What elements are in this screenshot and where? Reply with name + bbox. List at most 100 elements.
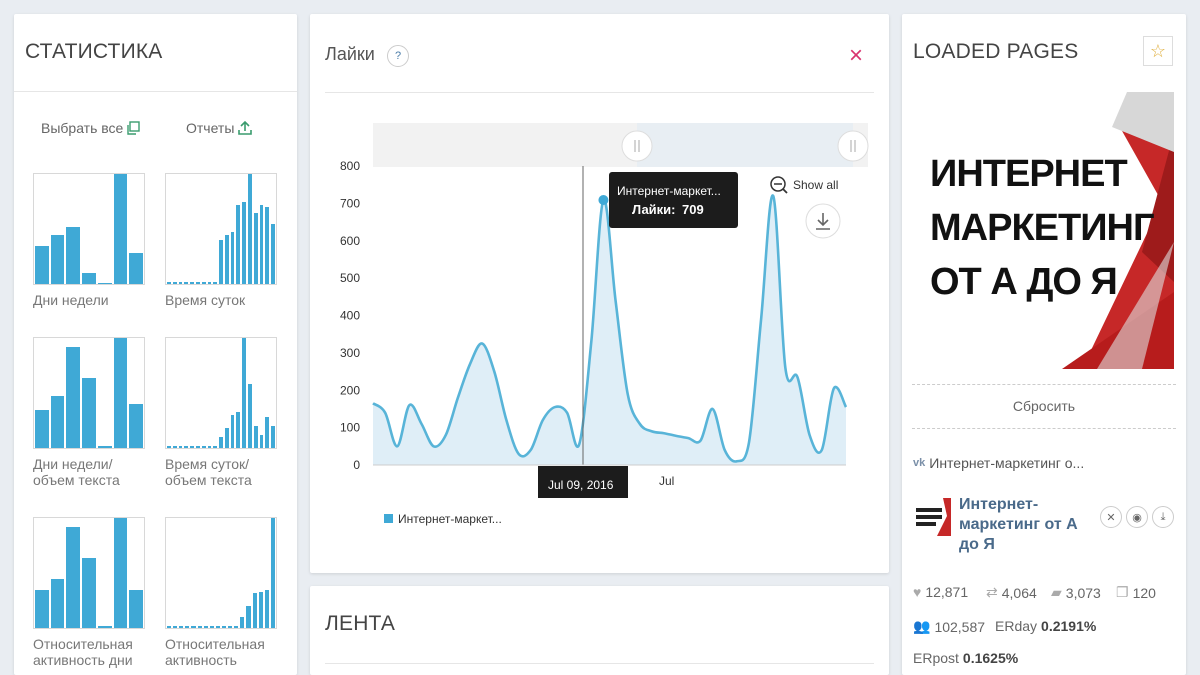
copy-icon: ❐ [1116,584,1129,600]
thumbnail-bar [240,617,245,628]
thumbnail-bar [173,625,178,628]
thumbnail-bar [185,625,190,628]
x-cursor-label-box [538,466,628,498]
repost-icon: ⇄ [986,584,998,600]
stats-thumbnail-chart[interactable] [33,517,145,629]
stats-thumbnail-chart[interactable] [165,173,277,285]
eye-icon[interactable]: ◉ [1126,506,1148,528]
avatar-graphic [916,498,951,536]
thumbnail-bar [190,281,194,284]
likes-chart: 0 100 200 300 400 500 600 700 800 Show all Интер… [340,123,869,526]
thumbnail-label: Дни недели [33,292,109,308]
thumbnail-bar [35,409,49,448]
banner-line: МАРКЕТИНГ [930,207,1155,249]
navigator-selection[interactable] [637,123,853,167]
erpost-label: ERpost [913,650,959,666]
reset-button[interactable]: Сбросить [1012,398,1076,414]
thumbnail-bar [178,281,183,284]
thumbnail-bar [264,589,269,628]
thumbnail-bar [219,437,223,448]
erday-label: ERday [995,618,1038,634]
stats-thumbnail-chart[interactable] [33,337,145,449]
thumbnail-bar [234,625,239,628]
thumbnail-bar [167,625,172,628]
stats-thumbnail-chart[interactable] [33,173,145,285]
thumbnail-bar [201,445,206,448]
thumbnail-bar [191,625,196,628]
statistics-title: СТАТИСТИКА [25,40,163,63]
divider [325,663,874,664]
thumbnail-bar [195,281,200,284]
thumbnail-bar [82,377,96,448]
select-all-button[interactable]: Выбрать все [41,120,141,136]
avatar[interactable] [913,498,951,536]
thumbnail-bar [50,234,65,284]
thumbnail-bar [222,625,227,628]
source-name: Интернет-маркетинг о... [929,455,1085,471]
thumbnail-bar [242,201,247,284]
navigator-handle-left[interactable] [621,130,653,162]
thumbnail-bar [113,338,128,448]
thumbnail-label: Относительная активность [165,636,265,668]
thumbnail-bar [66,526,81,628]
banner-line: ИНТЕРНЕТ [930,153,1128,195]
thumbnail-bar [82,557,96,628]
thumbnail-bar [50,396,65,448]
thumbnail-bar [178,445,183,448]
thumbnail-bar [167,445,171,448]
statistics-panel: СТАТИСТИКА Выбрать все Отчеты Дни недели… [14,14,297,675]
users-icon: 👥 [913,618,931,634]
series-area [373,195,846,465]
tooltip-box [609,172,738,228]
feed-title: ЛЕНТА [325,612,396,635]
thumbnail-bar [236,411,241,448]
erpost-value: 0.1625% [962,650,1019,666]
thumbnail-bar [82,273,96,284]
feed-panel: ЛЕНТА [310,586,889,675]
loaded-pages-panel: LOADED PAGES ☆ ИНТЕРНЕТ МАРКЕТИНГ ОТ А Д… [902,14,1186,675]
thumbnail-bar [97,283,112,284]
legend-item[interactable]: Интернет-маркет... [398,512,502,526]
navigator-handle-right[interactable] [837,130,869,162]
thumbnail-bar [97,445,112,448]
download-icon[interactable]: ⤓ [1152,506,1174,528]
thumbnail-bar [213,281,218,284]
stats-thumbnail-chart[interactable] [165,517,277,629]
hover-point [598,195,609,206]
divider [912,384,1176,385]
thumbnail-bar [242,338,247,448]
stats-thumbnail-chart[interactable] [165,337,277,449]
star-icon[interactable]: ☆ [1143,36,1173,66]
tooltip-value: 709 [682,202,704,217]
page-actions: ✕ ◉ ⤓ [1100,506,1174,528]
remove-icon[interactable]: ✕ [1100,506,1122,528]
thumbnail-bar [203,625,208,628]
reposts-stat: ⇄ 4,064 [986,584,1037,601]
erday-stat: ERday 0.2191% [995,618,1096,634]
page-name-link[interactable]: Интернет-маркетинг от А до Я [959,496,1078,553]
thumbnail-bar [246,606,251,628]
thumbnail-bar [252,592,257,628]
help-icon[interactable]: ? [387,45,409,67]
y-tick-label: 800 [340,159,360,173]
thumbnail-bar [230,415,235,448]
thumbnail-bar [207,445,212,448]
y-tick-label: 200 [340,383,360,397]
source-link[interactable]: vk Интернет-маркетинг о... [913,455,1084,471]
thumbnail-bar [201,281,206,284]
y-tick-label: 500 [340,271,360,285]
close-icon[interactable]: × [849,42,864,69]
zoom-out-icon[interactable] [770,176,788,194]
thumbnail-bar [259,204,264,284]
thumbnail-bar [224,234,229,284]
likes-chart-panel: Лайки ? × 0 100 200 300 400 500 600 700 800 Show… [310,14,889,573]
thumbnail-bar [271,223,275,284]
heart-icon: ♥ [913,584,922,600]
erday-value: 0.2191% [1041,618,1097,634]
reports-button[interactable]: Отчеты [186,120,253,136]
show-all-button[interactable]: Show all [793,178,838,192]
thumbnail-bar [129,589,143,628]
comments-stat: ▰ 3,073 [1051,584,1101,601]
download-button[interactable] [805,203,841,239]
thumbnail-bar [184,445,189,448]
